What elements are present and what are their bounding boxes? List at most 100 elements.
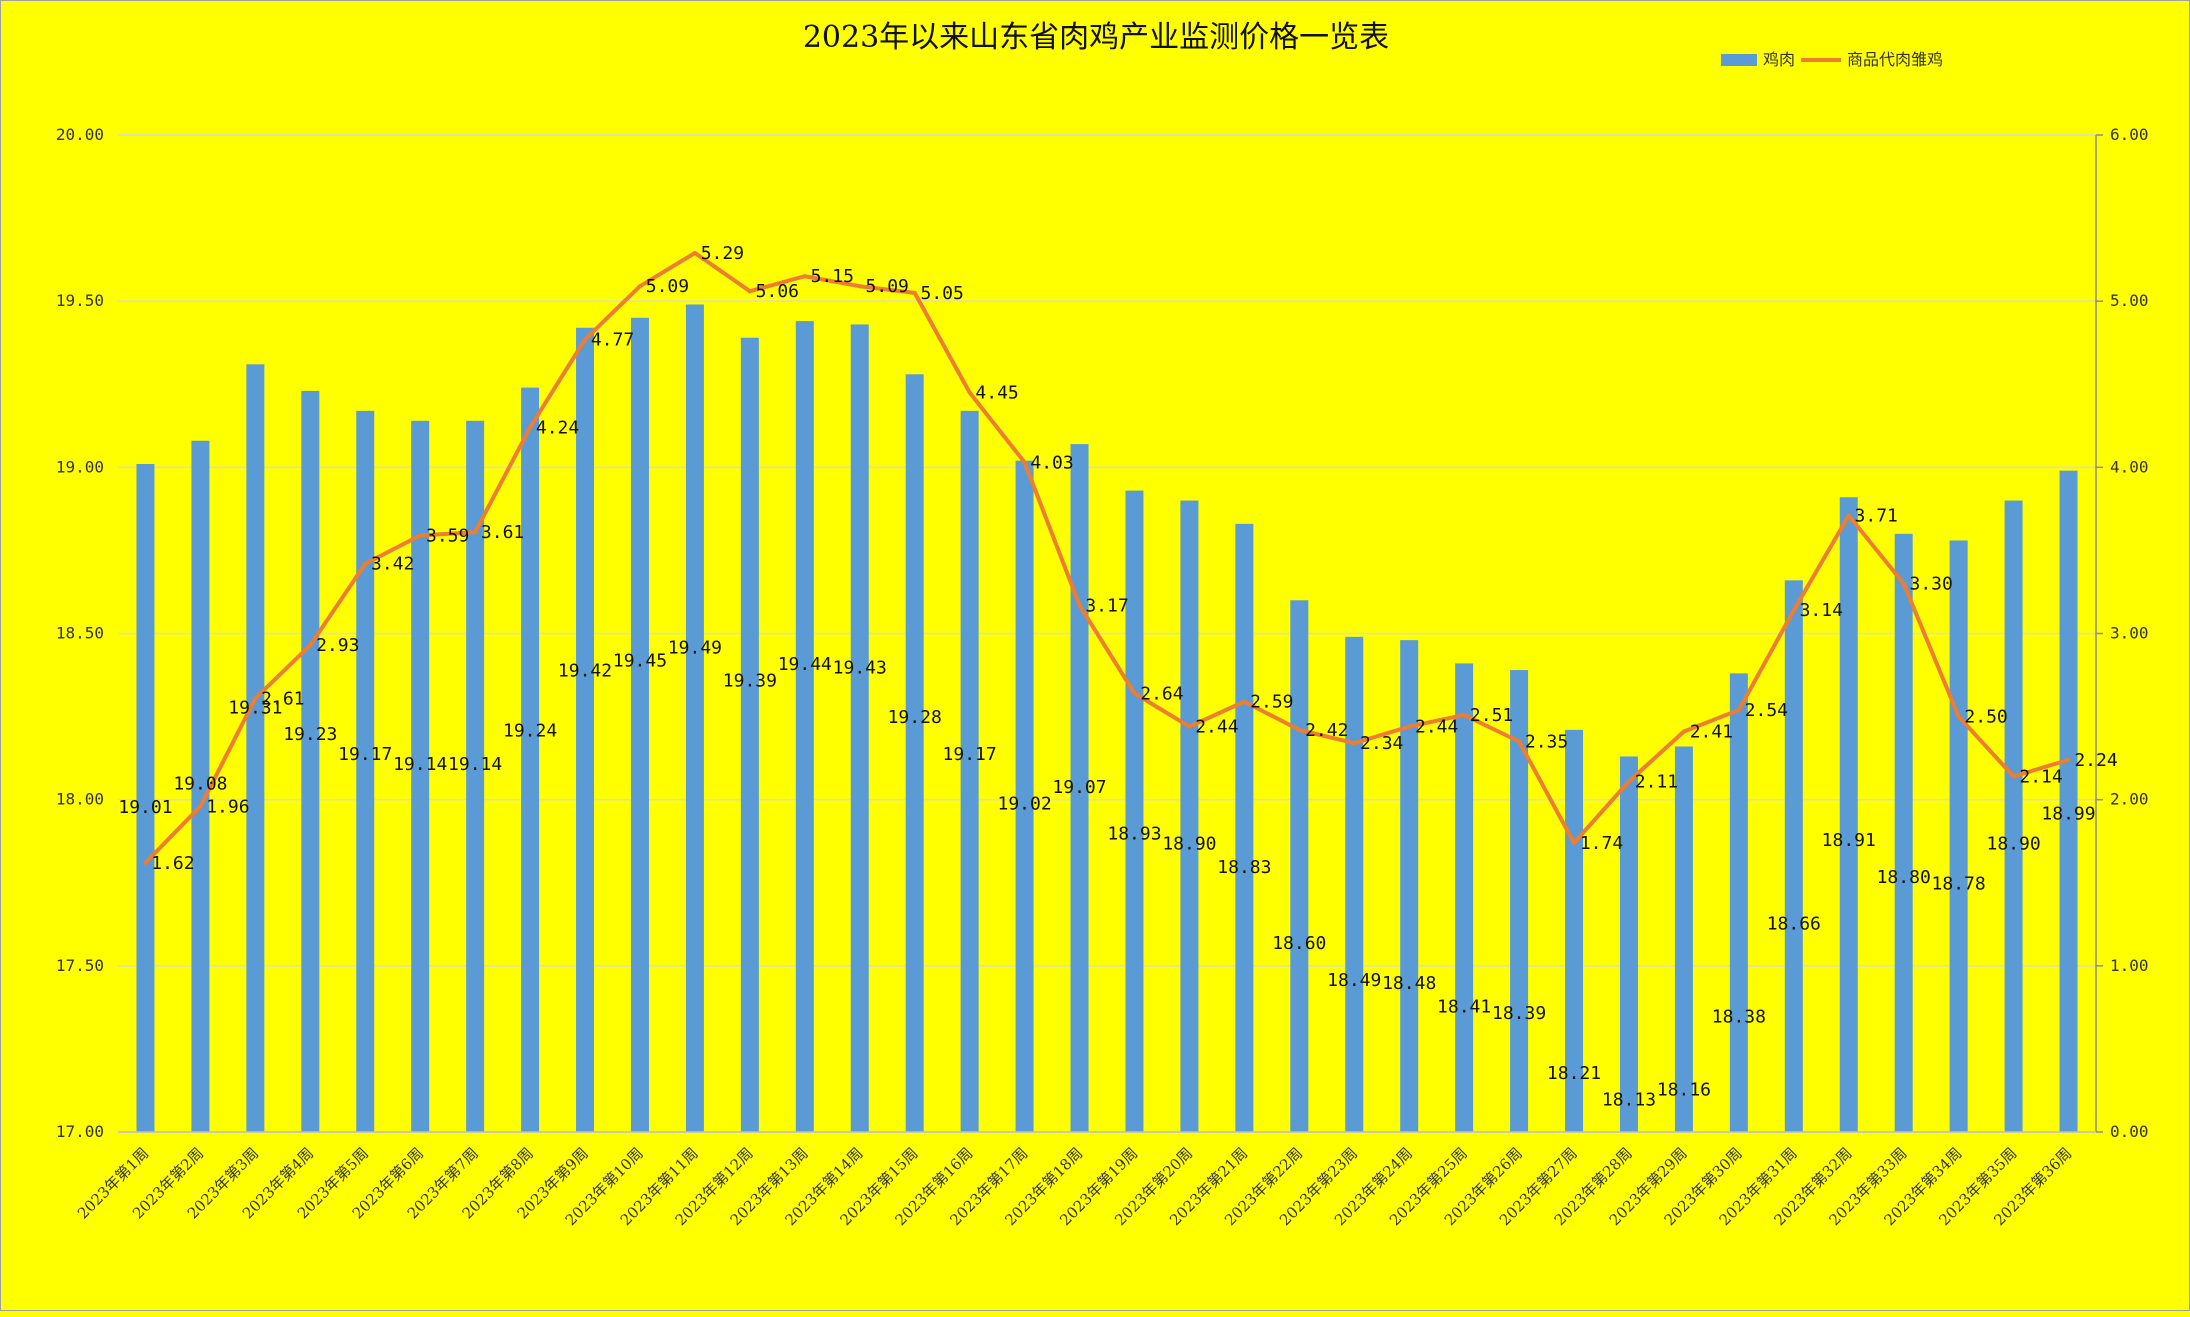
line-value-label: 5.09 — [866, 276, 909, 297]
line-value-label: 5.06 — [756, 281, 799, 302]
line-value-label: 2.44 — [1195, 717, 1238, 738]
line-value-label: 2.24 — [2074, 750, 2117, 771]
y-right-tick-label: 2.00 — [2110, 790, 2149, 809]
bar — [191, 440, 210, 1132]
bar — [136, 464, 155, 1132]
y-right-tick-label: 0.00 — [2110, 1122, 2149, 1141]
line-value-label: 3.42 — [371, 554, 414, 575]
bar-value-label: 19.49 — [668, 637, 722, 658]
bar-value-label: 19.24 — [503, 721, 557, 742]
bar-value-label: 19.31 — [228, 697, 282, 718]
line-point — [1297, 727, 1302, 732]
x-axis: 2023年第1周2023年第2周2023年第3周2023年第4周2023年第5周… — [74, 1131, 2096, 1229]
bar — [905, 374, 924, 1132]
y-left-tick-label: 18.50 — [56, 624, 104, 643]
y-left-tick-label: 17.00 — [56, 1122, 104, 1141]
bar-value-label: 18.93 — [1107, 824, 1161, 845]
bar-value-label: 19.17 — [943, 744, 997, 765]
bar-value-label: 19.01 — [118, 797, 172, 818]
bar-value-label: 18.90 — [1986, 834, 2040, 855]
bar-value-label: 18.16 — [1657, 1079, 1711, 1100]
bar-value-label: 19.02 — [997, 794, 1051, 815]
y-left-tick-label: 18.00 — [56, 790, 104, 809]
bar — [1949, 540, 1968, 1132]
line-value-label: 2.11 — [1635, 771, 1678, 792]
line-series — [143, 250, 2071, 865]
bar-value-label: 18.21 — [1547, 1063, 1601, 1084]
line-point — [802, 274, 807, 279]
line-point — [1462, 712, 1467, 717]
bar-value-label: 18.60 — [1272, 933, 1326, 954]
line-point — [1681, 729, 1686, 734]
bar-value-label: 18.39 — [1492, 1003, 1546, 1024]
bar — [521, 387, 540, 1132]
bar — [1290, 600, 1309, 1132]
line-point — [418, 533, 423, 538]
line-point — [473, 530, 478, 535]
line-point — [253, 696, 258, 701]
bar — [1125, 490, 1144, 1132]
line-point — [1901, 581, 1906, 586]
bar-value-label: 19.44 — [778, 654, 832, 675]
y-right-tick-label: 6.00 — [2110, 125, 2149, 144]
line-point — [1022, 460, 1027, 465]
line-value-label: 3.30 — [1909, 574, 1952, 595]
line-point — [1187, 724, 1192, 729]
bar — [301, 390, 320, 1132]
bar — [740, 337, 759, 1132]
y-left-tick-label: 19.50 — [56, 291, 104, 310]
line-value-label: 2.59 — [1250, 692, 1293, 713]
y-left-tick-label: 20.00 — [56, 125, 104, 144]
line-value-label: 2.14 — [2019, 766, 2062, 787]
y-right-tick-label: 1.00 — [2110, 956, 2149, 975]
line-point — [637, 284, 642, 289]
line-point — [198, 804, 203, 809]
line-value-label: 3.17 — [1085, 595, 1128, 616]
line-point — [528, 425, 533, 430]
line-value-label: 3.14 — [1800, 600, 1843, 621]
line-point — [583, 337, 588, 342]
legend-swatch-bar — [1721, 54, 1757, 66]
line-value-label: 1.96 — [206, 796, 249, 817]
bar — [1400, 640, 1419, 1132]
line-point — [1077, 603, 1082, 608]
bar — [1839, 497, 1858, 1132]
bar — [1619, 756, 1638, 1132]
bar — [411, 420, 430, 1133]
line-path — [144, 250, 2070, 865]
bar — [1235, 523, 1254, 1132]
line-point — [692, 250, 697, 255]
line-point — [1956, 714, 1961, 719]
line-value-label: 2.54 — [1745, 700, 1788, 721]
bar-value-label: 18.48 — [1382, 973, 1436, 994]
bar — [1180, 500, 1199, 1133]
line-point — [2011, 774, 2016, 779]
bar-value-label: 19.08 — [173, 774, 227, 795]
line-point — [1132, 691, 1137, 696]
line-point — [1791, 608, 1796, 613]
bar — [1784, 580, 1803, 1132]
bar-value-label: 19.23 — [283, 724, 337, 745]
line-point — [1517, 739, 1522, 744]
line-value-label: 2.61 — [261, 688, 304, 709]
bar — [850, 324, 869, 1132]
line-value-label: 3.61 — [481, 522, 524, 543]
bar-value-label: 19.14 — [393, 754, 447, 775]
bar-value-label: 19.42 — [558, 661, 612, 682]
line-data-labels: 1.62 1.96 2.61 2.93 3.42 3.59 3.61 4.24 4.77 5.09… — [151, 243, 2117, 874]
line-point — [1572, 840, 1577, 845]
line-value-label: 2.51 — [1470, 705, 1513, 726]
legend-label-line: 商品代肉雏鸡 — [1847, 50, 1943, 69]
line-value-label: 2.35 — [1525, 732, 1568, 753]
line-value-label: 5.09 — [646, 276, 689, 297]
line-value-label: 2.64 — [1140, 683, 1183, 704]
line-point — [1242, 699, 1247, 704]
bar-value-label: 19.39 — [723, 671, 777, 692]
bar — [1015, 460, 1034, 1133]
line-value-label: 4.45 — [975, 383, 1018, 404]
line-value-label: 4.77 — [591, 329, 634, 350]
line-point — [1736, 707, 1741, 712]
